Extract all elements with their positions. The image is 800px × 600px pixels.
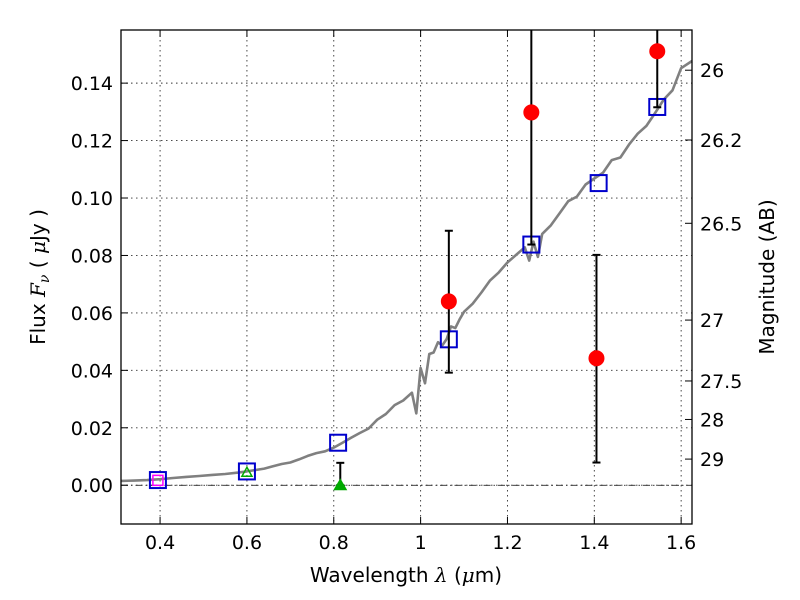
y2-tick-label: 27 <box>700 310 724 332</box>
x-tick-label: 0.8 <box>319 532 349 554</box>
x-tick-label: 1.4 <box>579 532 609 554</box>
y-axis-title-unit-open: ( <box>26 254 50 275</box>
y2-tick-label: 26.2 <box>700 130 742 152</box>
x-axis-title-prefix: Wavelength <box>310 563 435 587</box>
y-tick-label: 0.10 <box>71 188 113 210</box>
plot-frame <box>120 29 693 525</box>
x-axis-title-unit-open: ( <box>448 563 462 587</box>
y2-tick-label: 27.5 <box>700 371 742 393</box>
y-axis-title-prefix: Flux <box>26 297 50 345</box>
x-axis-title-lambda: λ <box>434 563 448 587</box>
x-tick-label: 1 <box>415 532 427 554</box>
x-tick-label: 0.4 <box>145 532 175 554</box>
y2-tick-label: 28 <box>700 409 724 431</box>
limit-point <box>333 478 348 491</box>
small-triangle-marker <box>240 465 254 478</box>
y-axis-right: 26 26.2 26.5 27 27.5 28 29 <box>685 60 742 471</box>
observed-point <box>440 293 457 310</box>
y-tick-label: 0.14 <box>71 73 113 95</box>
data-marks <box>148 30 667 491</box>
x-axis-title-unit-mu: μ <box>462 563 475 587</box>
x-tick-label: 1.6 <box>666 532 696 554</box>
y-axis-title-unit-mu: μ <box>26 241 50 254</box>
y2-tick-label: 26.5 <box>700 213 742 235</box>
model-photometry-point <box>148 471 167 490</box>
y-axis-title: Flux Fν ( μJy ) <box>26 209 53 345</box>
y-tick-label: 0.04 <box>71 360 113 382</box>
model-photometry-point <box>329 433 348 452</box>
observed-point <box>649 43 666 60</box>
y-tick-label: 0.02 <box>71 418 113 440</box>
x-axis: 0.4 0.6 0.8 1 1.2 1.4 1.6 <box>145 30 696 554</box>
y-axis-title-unit-rest: Jy ) <box>26 209 50 243</box>
x-tick-label: 1.2 <box>492 532 522 554</box>
y2-tick-label: 26 <box>700 60 724 82</box>
observed-point <box>523 104 540 121</box>
y-tick-label: 0.08 <box>71 245 113 267</box>
model-photometry-point <box>589 174 608 193</box>
y-axis-left: 0.00 0.02 0.04 0.06 0.08 0.10 0.12 0.14 <box>71 73 128 497</box>
y2-tick-label: 29 <box>700 449 724 471</box>
observed-point <box>588 350 605 367</box>
y-tick-label: 0.00 <box>71 475 113 497</box>
y-tick-label: 0.06 <box>71 303 113 325</box>
small-square-marker <box>152 474 164 487</box>
y-axis-title-subscript: ν <box>37 274 53 283</box>
x-axis-title-unit-rest: m) <box>475 563 502 587</box>
grid-lines <box>121 30 692 524</box>
x-tick-label: 0.6 <box>232 532 262 554</box>
y-tick-label: 0.12 <box>71 131 113 153</box>
x-axis-title: Wavelength λ (μm) <box>310 563 502 587</box>
y2-axis-title: Magnitude (AB) <box>755 199 779 354</box>
y-axis-title-symbol: F <box>26 282 50 298</box>
model-photometry-point <box>237 462 256 481</box>
